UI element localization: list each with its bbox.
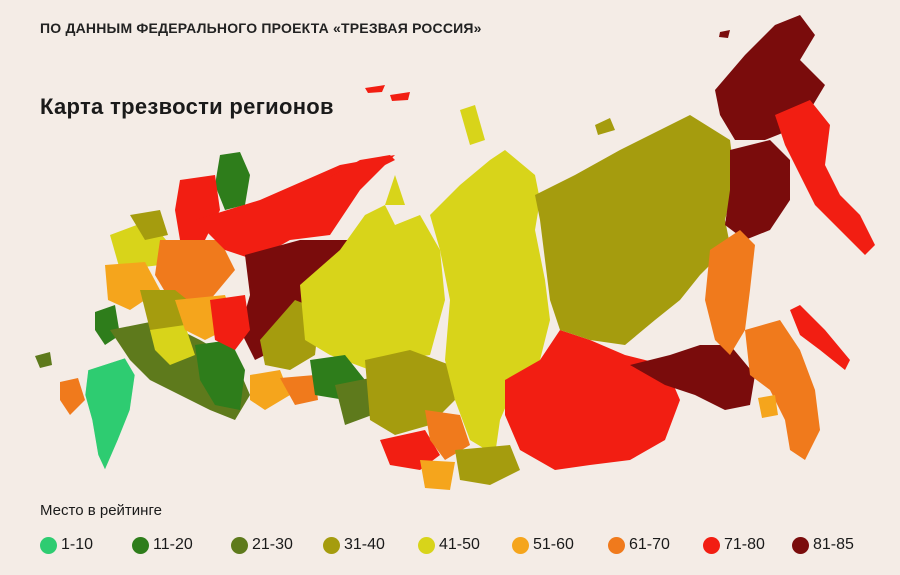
legend-label: 41-50 [439,536,480,553]
region-arctic-island-olive [595,118,615,135]
legend-label: 21-30 [252,536,293,553]
region-wrangel [719,30,730,38]
legend-item-51-60: 51-60 [512,536,574,554]
region-amur-small [758,395,778,418]
region-khabarovsk [705,230,755,355]
region-altai-orange [425,410,470,460]
legend-swatch [703,536,720,554]
legend: 1-10 11-20 21-30 31-40 41-50 51-60 61-70… [40,536,880,558]
region-center-orange [155,240,235,300]
region-northwest-olive [130,210,168,240]
region-arctic-island-red [365,85,410,101]
region-south-green [84,357,136,471]
region-center-yellow [150,325,195,365]
region-tuva-olive [455,445,520,485]
region-altai-red [380,430,440,470]
legend-label: 31-40 [344,536,385,553]
legend-label: 71-80 [724,536,765,553]
region-kamchatka [775,100,875,255]
legend-label: 61-70 [629,536,670,553]
legend-label: 1-10 [61,536,94,553]
region-ural-orange2 [280,375,318,405]
legend-item-1-10: 1-10 [40,536,93,554]
region-krasnodar [60,378,85,415]
legend-item-11-20: 11-20 [132,536,193,554]
legend-item-81-85: 81-85 [792,536,854,554]
legend-title: Место в рейтинге [40,502,162,519]
region-yamal-peninsula [385,175,405,205]
region-karelia-green [215,152,250,210]
region-ural-orange [250,370,290,410]
legend-label: 51-60 [533,536,574,553]
region-primorye [745,320,820,460]
legend-label: 11-20 [153,536,193,553]
legend-swatch [231,536,248,554]
legend-swatch [512,536,529,554]
region-murmansk-red [175,175,220,250]
legend-swatch [323,536,340,554]
region-novaya-zemlya [325,155,395,190]
map-title: Карта трезвости регионов [40,94,334,119]
region-magadan [725,140,790,240]
legend-item-61-70: 61-70 [608,536,670,554]
legend-item-21-30: 21-30 [231,536,293,554]
legend-item-71-80: 71-80 [703,536,765,554]
region-yamal-khanty [300,205,445,370]
region-khakassia [420,460,455,490]
region-omsk-olive [335,378,372,425]
legend-label: 81-85 [813,536,854,553]
region-crimea [35,352,52,368]
legend-item-31-40: 31-40 [323,536,385,554]
source-caption: ПО ДАННЫМ ФЕДЕРАЛЬНОГО ПРОЕКТА «ТРЕЗВАЯ … [40,20,482,36]
legend-swatch [608,536,625,554]
legend-swatch [792,536,809,554]
region-taimyr-north [460,105,485,145]
region-perm-red [210,295,250,350]
legend-swatch [40,536,57,554]
region-yakutia [535,115,735,345]
legend-item-41-50: 41-50 [418,536,480,554]
legend-swatch [418,536,435,554]
region-sakhalin [790,305,850,370]
region-zabaikalsky [630,345,755,410]
region-volga-green [195,340,245,410]
legend-swatch [132,536,149,554]
russia-regions-map [35,15,875,490]
